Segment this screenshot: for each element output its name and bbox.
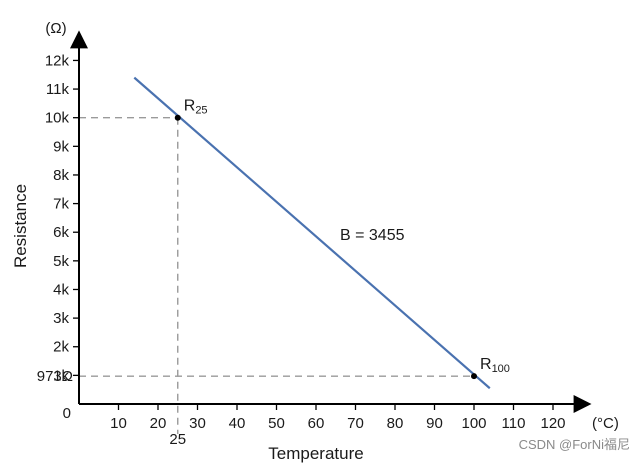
reference-x-label: 25 (169, 431, 186, 448)
y-tick-label: 8k (53, 167, 69, 184)
x-axis-title: Temperature (268, 444, 363, 463)
y-tick-label: 10k (45, 110, 70, 127)
x-tick-label: 30 (189, 415, 206, 432)
y-tick-label: 6k (53, 224, 69, 241)
y-tick-label: 1k (53, 367, 69, 384)
x-tick-label: 80 (387, 415, 404, 432)
y-tick-label: 7k (53, 196, 69, 213)
x-tick-label: 60 (308, 415, 325, 432)
point-marker-r100 (471, 373, 477, 380)
y-tick-label: 11k (46, 81, 70, 98)
reference-lines (79, 116, 474, 434)
y-tick-label: 5k (53, 253, 69, 270)
y-tick-label: 3k (53, 310, 69, 327)
x-tick-label: 40 (229, 415, 246, 432)
resistance-curve (133, 76, 491, 390)
x-tick-label: 70 (347, 415, 364, 432)
y-tick-label: 9k (53, 138, 69, 155)
x-tick-label: 100 (461, 415, 486, 432)
y-axis-title: Resistance (11, 184, 30, 268)
origin-label: 0 (63, 405, 71, 422)
x-axis-unit: (°C) (592, 415, 619, 432)
x-tick-label: 50 (268, 415, 285, 432)
y-axis-unit: (Ω) (45, 20, 66, 37)
y-tick-label: 12k (45, 52, 70, 69)
y-tick-label: 2k (53, 339, 69, 356)
point-label-r25: R25 (184, 98, 208, 117)
x-tick-label: 10 (110, 415, 127, 432)
x-ticks: 10 20 30 40 50 60 70 80 90 100 110 120 (110, 404, 566, 432)
x-tick-label: 120 (540, 415, 565, 432)
y-ticks: 1k 2k 3k 4k 5k 6k 7k 8k 9k 10k 11k 12k (45, 52, 79, 384)
b-value-annotation: B = 3455 (340, 227, 405, 244)
point-marker-r25 (174, 114, 181, 121)
reference-y-label: 973Ω (37, 368, 73, 385)
y-tick-label: 4k (53, 281, 69, 298)
x-tick-label: 90 (426, 415, 443, 432)
x-tick-label: 110 (502, 415, 526, 432)
watermark: CSDN @ForNi福尼 (519, 437, 630, 452)
point-label-r100: R100 (480, 356, 510, 375)
points-group: R25 R100 (174, 98, 510, 380)
series-group (133, 76, 491, 390)
x-tick-label: 20 (150, 415, 167, 432)
